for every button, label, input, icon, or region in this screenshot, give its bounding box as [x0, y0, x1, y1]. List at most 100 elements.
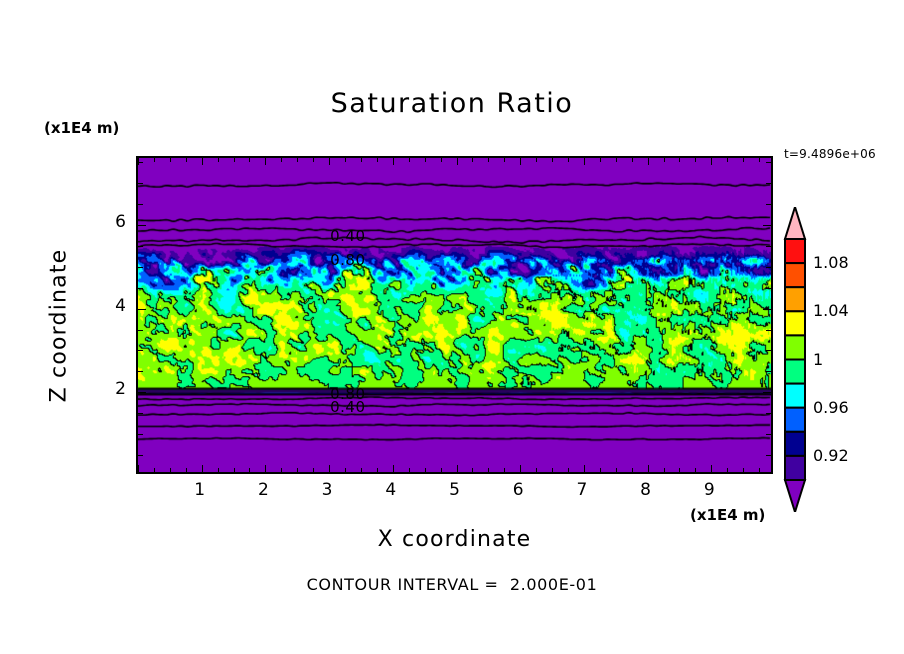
x-tick-mark [377, 468, 378, 472]
x-tick-label: 6 [512, 480, 524, 500]
x-tick-mark-top [536, 158, 537, 162]
colorbar-tick-label: 1 [813, 349, 824, 369]
colorbar[interactable] [783, 207, 807, 512]
x-tick-mark [345, 468, 346, 472]
y-tick-mark-right [766, 183, 771, 184]
y-tick-mark-right [766, 246, 771, 247]
x-tick-mark [648, 465, 649, 472]
y-tick-mark-right [766, 455, 771, 456]
x-tick-mark-top [600, 158, 601, 162]
y-tick-mark-right [766, 204, 771, 205]
x-tick-mark-top [679, 158, 680, 162]
x-tick-mark-top [568, 158, 569, 162]
contour-field-canvas [138, 158, 771, 472]
x-tick-label: 3 [321, 480, 333, 500]
y-tick-mark-right [763, 309, 771, 310]
y-tick-mark-right [763, 392, 771, 393]
x-tick-mark [265, 465, 266, 472]
contour-interval-caption: CONTOUR INTERVAL = 2.000E-01 [306, 575, 598, 594]
x-tick-mark-top [297, 158, 298, 162]
x-axis-units-label: (x1E4 m) [690, 506, 766, 524]
y-tick-mark [138, 288, 143, 289]
y-tick-mark-right [766, 162, 771, 163]
x-tick-mark [679, 468, 680, 472]
x-tick-mark-top [457, 158, 458, 165]
x-tick-mark [154, 468, 155, 472]
timestamp-annotation: t=9.4896e+06 [784, 147, 876, 161]
x-tick-mark [600, 468, 601, 472]
x-tick-mark-top [695, 158, 696, 162]
x-tick-mark-top [202, 158, 203, 165]
x-tick-mark-top [520, 158, 521, 165]
y-tick-mark [138, 371, 143, 372]
x-tick-label: 9 [703, 480, 715, 500]
x-tick-mark-top [664, 158, 665, 162]
contour-label: 0.40 [330, 397, 366, 416]
x-tick-mark [727, 468, 728, 472]
y-tick-mark [138, 455, 143, 456]
x-tick-mark [472, 468, 473, 472]
x-tick-mark [409, 468, 410, 472]
x-tick-mark [552, 468, 553, 472]
y-tick-mark [138, 413, 143, 414]
y-tick-mark [138, 309, 146, 310]
y-axis-title: Z coordinate [46, 248, 72, 403]
y-tick-mark-right [763, 225, 771, 226]
x-tick-mark-top [504, 158, 505, 162]
x-tick-mark-top [488, 158, 489, 162]
contour-label: 0.80 [330, 385, 366, 404]
x-tick-mark-top [345, 158, 346, 162]
x-tick-mark [313, 468, 314, 472]
x-tick-mark-top [218, 158, 219, 162]
x-tick-mark [457, 465, 458, 472]
x-tick-mark [281, 468, 282, 472]
x-tick-mark-top [441, 158, 442, 162]
x-tick-mark-top [138, 158, 139, 165]
x-tick-mark-top [759, 158, 760, 162]
x-tick-label: 2 [257, 480, 269, 500]
colorbar-tick-label: 1.04 [813, 301, 849, 321]
x-tick-label: 4 [385, 480, 397, 500]
x-tick-mark [568, 468, 569, 472]
y-tick-mark [138, 183, 143, 184]
x-tick-mark-top [154, 158, 155, 162]
x-tick-mark-top [584, 158, 585, 165]
x-tick-mark-top [743, 158, 744, 162]
x-tick-mark-top [727, 158, 728, 162]
x-axis-title: X coordinate [377, 527, 532, 552]
x-tick-mark [488, 468, 489, 472]
x-tick-label: 1 [194, 480, 206, 500]
y-tick-mark [138, 204, 143, 205]
x-tick-mark [297, 468, 298, 472]
x-tick-mark [249, 468, 250, 472]
x-tick-mark-top [170, 158, 171, 162]
y-tick-mark-right [766, 350, 771, 351]
x-tick-mark [202, 465, 203, 472]
y-tick-mark [138, 330, 143, 331]
x-tick-mark-top [313, 158, 314, 162]
x-tick-mark-top [377, 158, 378, 162]
x-tick-mark [441, 468, 442, 472]
y-axis-units-label: (x1E4 m) [44, 119, 120, 137]
x-tick-mark [711, 465, 712, 472]
contour-label: 0.40 [330, 227, 366, 246]
x-tick-mark [520, 465, 521, 472]
x-tick-mark [186, 468, 187, 472]
y-tick-mark [138, 392, 146, 393]
y-tick-mark-right [766, 267, 771, 268]
x-tick-mark-top [711, 158, 712, 165]
x-tick-mark [234, 468, 235, 472]
x-tick-label: 5 [449, 480, 460, 500]
x-tick-mark [138, 465, 139, 472]
x-tick-mark-top [632, 158, 633, 162]
y-tick-mark-right [766, 288, 771, 289]
y-tick-label: 4 [115, 295, 126, 316]
y-tick-label: 6 [115, 211, 126, 232]
plot-area[interactable] [136, 156, 773, 474]
y-tick-mark [138, 162, 143, 163]
x-tick-mark-top [616, 158, 617, 162]
y-tick-mark-right [766, 434, 771, 435]
x-tick-mark-top [409, 158, 410, 162]
y-tick-label: 2 [115, 379, 126, 400]
x-tick-mark [329, 465, 330, 472]
